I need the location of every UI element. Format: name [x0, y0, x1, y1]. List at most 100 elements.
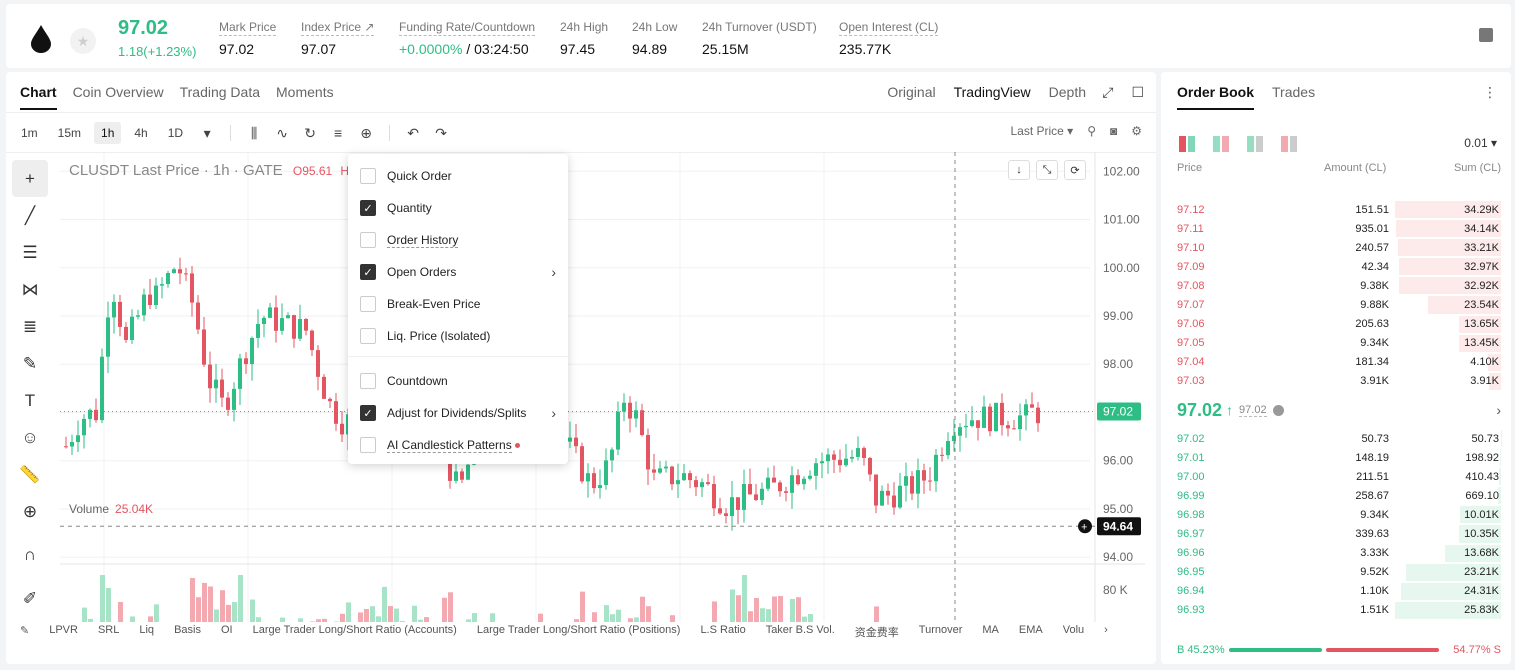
- pattern-icon[interactable]: ⋈: [21, 279, 39, 299]
- timeframe-4h[interactable]: 4h: [134, 126, 148, 140]
- indicator-item[interactable]: Volu: [1062, 624, 1085, 636]
- price-type-select[interactable]: Last Price ▾: [1010, 124, 1074, 138]
- menu-item-liq-price-isolated[interactable]: Liq. Price (Isolated): [360, 326, 556, 346]
- indicator-item[interactable]: SRL: [97, 624, 120, 636]
- brush-icon[interactable]: ✎: [22, 353, 38, 373]
- indicator-item[interactable]: EMA: [1018, 624, 1043, 636]
- chevron-right-icon[interactable]: ›: [1104, 624, 1108, 636]
- order-book-row[interactable]: 97.07 9.88K 23.54K: [1161, 295, 1511, 314]
- checkbox[interactable]: ✓: [360, 200, 376, 216]
- fib-icon[interactable]: ≣: [22, 316, 38, 336]
- trend-line-icon[interactable]: ╱: [24, 205, 36, 225]
- undo-icon[interactable]: ↶: [407, 124, 419, 141]
- order-book-row[interactable]: 96.99 258.67 669.10: [1161, 486, 1511, 505]
- menu-item-quantity[interactable]: ✓ Quantity: [360, 198, 556, 218]
- order-book-row[interactable]: 96.94 1.10K 24.31K: [1161, 582, 1511, 601]
- view-depth[interactable]: Depth: [1048, 84, 1086, 100]
- window-icon[interactable]: ☐: [1131, 84, 1144, 100]
- indicator-item[interactable]: Large Trader Long/Short Ratio (Positions…: [476, 624, 681, 636]
- order-book-row[interactable]: 96.97 339.63 10.35K: [1161, 524, 1511, 543]
- indicator-item[interactable]: Taker B.S Vol.: [765, 624, 835, 636]
- redo-icon[interactable]: ↷: [435, 124, 447, 141]
- tab-chart[interactable]: Chart: [20, 84, 57, 110]
- menu-item-order-history[interactable]: Order History: [360, 230, 556, 250]
- order-book-row[interactable]: 96.98 9.34K 10.01K: [1161, 505, 1511, 524]
- timeframe-1m[interactable]: 1m: [21, 126, 38, 140]
- tab-moments[interactable]: Moments: [276, 84, 334, 100]
- order-book-row[interactable]: 96.96 3.33K 13.68K: [1161, 544, 1511, 563]
- order-book-row[interactable]: 97.06 205.63 13.65K: [1161, 315, 1511, 334]
- tab-trading-data[interactable]: Trading Data: [179, 84, 261, 100]
- indicator-item[interactable]: Turnover: [918, 624, 963, 636]
- order-book-row[interactable]: 96.95 9.52K 23.21K: [1161, 563, 1511, 582]
- indicator-item[interactable]: 资金费率: [854, 627, 899, 639]
- timeframe-1h[interactable]: 1h: [94, 122, 122, 144]
- order-book-row[interactable]: 97.01 148.19 198.92: [1161, 448, 1511, 467]
- tab-coin-overview[interactable]: Coin Overview: [72, 84, 164, 100]
- text-icon[interactable]: T: [24, 390, 36, 410]
- order-book-row[interactable]: 97.09 42.34 32.97K: [1161, 257, 1511, 276]
- precision-select[interactable]: 0.01 ▾: [1464, 136, 1497, 150]
- indicator-item[interactable]: OI: [220, 624, 233, 636]
- camera-icon[interactable]: ◙: [1109, 124, 1118, 138]
- timeframe-15m[interactable]: 15m: [57, 126, 82, 140]
- checkbox[interactable]: [360, 296, 376, 312]
- order-book-row[interactable]: 97.08 9.38K 32.92K: [1161, 276, 1511, 295]
- reset-chart-icon[interactable]: ⟳: [1064, 160, 1086, 180]
- checkbox[interactable]: ✓: [360, 405, 376, 421]
- order-book-row[interactable]: 97.00 211.51 410.43: [1161, 467, 1511, 486]
- favorite-star-icon[interactable]: ★: [70, 28, 96, 54]
- templates-icon[interactable]: ≡: [333, 125, 343, 141]
- order-book-row[interactable]: 97.03 3.91K 3.91K: [1161, 372, 1511, 391]
- asks-layout-icon[interactable]: [1281, 136, 1297, 152]
- view-tradingview[interactable]: TradingView: [953, 84, 1031, 100]
- menu-item-break-even-price[interactable]: Break-Even Price: [360, 294, 556, 314]
- checkbox[interactable]: [360, 437, 376, 453]
- pencil-lock-icon[interactable]: ✐: [22, 588, 38, 608]
- emoji-icon[interactable]: ☺: [21, 427, 39, 447]
- price-chart[interactable]: 102.00101.00100.0099.0098.0097.0096.0095…: [60, 152, 1145, 622]
- indicator-item[interactable]: L.S Ratio: [700, 624, 746, 636]
- expand-icon[interactable]: ⤢: [1102, 84, 1114, 100]
- chevron-down-icon[interactable]: ▾: [203, 124, 211, 141]
- candles-icon[interactable]: ⫼: [250, 124, 258, 141]
- menu-item-open-orders[interactable]: ✓ Open Orders ›: [360, 262, 556, 282]
- order-book-row[interactable]: 97.04 181.34 4.10K: [1161, 353, 1511, 372]
- asks-only-icon[interactable]: [1213, 136, 1229, 152]
- menu-item-ai-candlestick-patterns[interactable]: AI Candlestick Patterns: [360, 435, 556, 455]
- indicator-item[interactable]: Large Trader Long/Short Ratio (Accounts): [252, 624, 457, 636]
- indicators-icon[interactable]: ∿: [276, 124, 288, 141]
- indicator-item[interactable]: MA: [982, 624, 999, 636]
- timeframe-1d[interactable]: 1D: [167, 126, 184, 140]
- checkbox[interactable]: [360, 328, 376, 344]
- indicator-item[interactable]: Liq: [139, 624, 155, 636]
- zoom-icon[interactable]: ⊕: [22, 501, 38, 521]
- tab-trades[interactable]: Trades: [1272, 84, 1316, 100]
- menu-item-countdown[interactable]: Countdown: [360, 371, 556, 391]
- bids-layout-icon[interactable]: [1247, 136, 1263, 152]
- order-book-row[interactable]: 97.05 9.34K 13.45K: [1161, 334, 1511, 353]
- replay-icon[interactable]: ↻: [304, 124, 316, 141]
- scroll-down-icon[interactable]: ↓: [1008, 160, 1030, 180]
- mark-price[interactable]: 97.02: [1239, 403, 1267, 417]
- crosshair-icon[interactable]: +: [12, 160, 48, 197]
- order-book-row[interactable]: 96.93 1.51K 25.83K: [1161, 601, 1511, 620]
- guide-book-icon[interactable]: [1479, 28, 1493, 42]
- order-book-row[interactable]: 97.10 240.57 33.21K: [1161, 238, 1511, 257]
- collapse-icon[interactable]: ⤡: [1036, 160, 1058, 180]
- checkbox[interactable]: [360, 373, 376, 389]
- view-original[interactable]: Original: [887, 84, 936, 100]
- magnet-icon[interactable]: ∩: [23, 545, 37, 564]
- checkbox[interactable]: ✓: [360, 264, 376, 280]
- settings-plus-icon[interactable]: ⊕: [360, 124, 372, 141]
- gear-icon[interactable]: ⚙: [1131, 124, 1142, 138]
- tab-order-book[interactable]: Order Book: [1177, 84, 1255, 110]
- both-sides-icon[interactable]: [1179, 136, 1195, 152]
- ruler-icon[interactable]: 📏: [19, 464, 41, 484]
- menu-item-quick-order[interactable]: Quick Order: [360, 166, 556, 186]
- indicator-item[interactable]: LPVR: [49, 624, 78, 636]
- search-icon[interactable]: ⚲: [1087, 124, 1096, 138]
- checkbox[interactable]: [360, 232, 376, 248]
- parallel-lines-icon[interactable]: ☰: [22, 242, 38, 262]
- checkbox[interactable]: [360, 168, 376, 184]
